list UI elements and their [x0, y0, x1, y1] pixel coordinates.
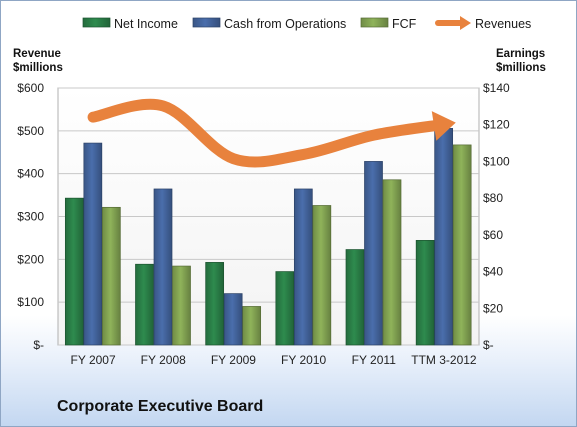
right-tick-label: $120: [483, 118, 510, 132]
left-tick-label: $200: [17, 252, 44, 266]
bar-cash-from-operations: [83, 142, 103, 346]
bar-net-income: [64, 197, 84, 346]
right-tick-label: $-: [483, 338, 494, 352]
revenue-arrowhead: [431, 111, 456, 141]
category-label: TTM 3-2012: [411, 353, 477, 367]
left-tick-label: $300: [17, 210, 44, 224]
legend-label: Cash from Operations: [224, 17, 346, 31]
left-tick-label: $500: [17, 124, 44, 138]
revenue-line-path: [87, 98, 450, 168]
category-label: FY 2007: [71, 353, 116, 367]
bar-fcf: [242, 306, 262, 346]
category-label: FY 2009: [211, 353, 256, 367]
bar-fcf: [452, 144, 472, 346]
category-label: FY 2010: [281, 353, 326, 367]
bar-net-income: [275, 271, 295, 346]
legend-swatch: [192, 17, 221, 28]
category-labels: FY 2007 FY 2008 FY 2009 FY 2010 FY 2011 TTM 3…: [71, 353, 477, 367]
bar-fcf: [312, 205, 332, 346]
category-label: FY 2008: [141, 353, 186, 367]
left-tick-label: $400: [17, 167, 44, 181]
legend: Net Income Cash from Operations FCF Revenue…: [82, 16, 531, 31]
legend-label: Net Income: [114, 17, 178, 31]
bar-cash-from-operations: [293, 188, 313, 346]
bar-cash-from-operations: [153, 188, 173, 346]
revenue-line: [87, 98, 456, 168]
right-tick-label: $100: [483, 154, 510, 168]
legend-label: Revenues: [475, 17, 531, 31]
legend-swatch-arrow: [460, 16, 471, 30]
bar-net-income: [205, 262, 225, 346]
legend-label: FCF: [392, 17, 417, 31]
company-name: Corporate Executive Board: [57, 398, 264, 415]
bar-cash-from-operations: [364, 161, 383, 346]
bar-cash-from-operations: [223, 293, 243, 346]
left-axis-ticks: $- $100 $200 $300 $400 $500 $600: [17, 81, 44, 352]
legend-swatch: [360, 17, 389, 28]
bar-cash-from-operations: [434, 128, 454, 346]
right-axis-ticks: $- $20 $40 $60 $80 $100 $120 $140: [483, 81, 510, 352]
left-tick-label: $-: [33, 338, 44, 352]
bar-net-income: [345, 249, 365, 346]
right-tick-label: $20: [483, 301, 503, 315]
left-tick-label: $600: [17, 81, 44, 95]
bar-fcf: [101, 206, 121, 346]
category-label: FY 2011: [352, 353, 397, 367]
right-tick-label: $140: [483, 81, 510, 95]
bar-net-income: [415, 240, 435, 346]
bars: [64, 128, 472, 346]
bar-fcf: [172, 265, 191, 346]
bar-fcf: [382, 179, 402, 346]
left-tick-label: $100: [17, 295, 44, 309]
bar-net-income: [135, 263, 154, 346]
right-axis-title-line1: Earnings: [496, 48, 545, 60]
right-axis-title-line2: $millions: [496, 62, 546, 74]
right-tick-label: $60: [483, 228, 503, 242]
legend-swatch: [82, 17, 111, 28]
right-tick-label: $80: [483, 191, 503, 205]
left-axis-title-line2: $millions: [13, 62, 63, 74]
right-tick-label: $40: [483, 265, 503, 279]
left-axis-title-line1: Revenue: [13, 48, 61, 60]
